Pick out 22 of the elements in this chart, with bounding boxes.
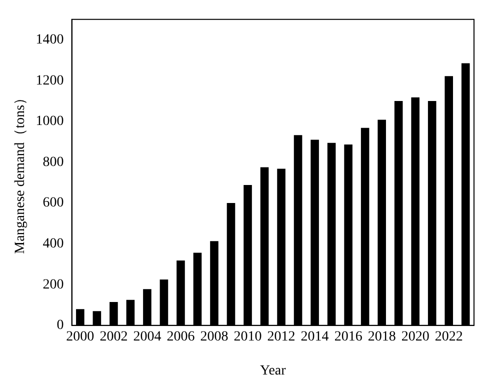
x-tick-label: 2006 — [166, 329, 195, 344]
y-tick-label: 400 — [42, 236, 64, 252]
y-tick-label: 0 — [56, 318, 64, 334]
x-tick-label: 2022 — [434, 329, 463, 344]
y-tick-label: 600 — [42, 196, 64, 211]
y-tick-label: 200 — [42, 277, 64, 292]
y-tick-label: 1200 — [36, 73, 64, 88]
y-tick-label: 800 — [42, 154, 64, 170]
y-tick-label: 1400 — [36, 32, 64, 48]
x-tick-label: 2004 — [133, 329, 162, 344]
x-tick-label: 2018 — [368, 329, 396, 344]
x-tick-label: 2020 — [401, 329, 430, 344]
x-tick-label: 2010 — [234, 329, 262, 344]
x-tick-label: 2000 — [66, 329, 94, 344]
x-tick-label: 2012 — [267, 329, 296, 344]
x-axis-title: Year — [260, 363, 286, 378]
y-tick-label: 1000 — [36, 114, 64, 130]
x-tick-label: 2002 — [100, 329, 128, 344]
y-axis-title: Manganese demand（tons） — [13, 90, 28, 254]
x-tick-label: 2014 — [300, 329, 329, 344]
x-tick-label: 2016 — [334, 329, 362, 344]
x-tick-label: 2008 — [200, 329, 228, 344]
